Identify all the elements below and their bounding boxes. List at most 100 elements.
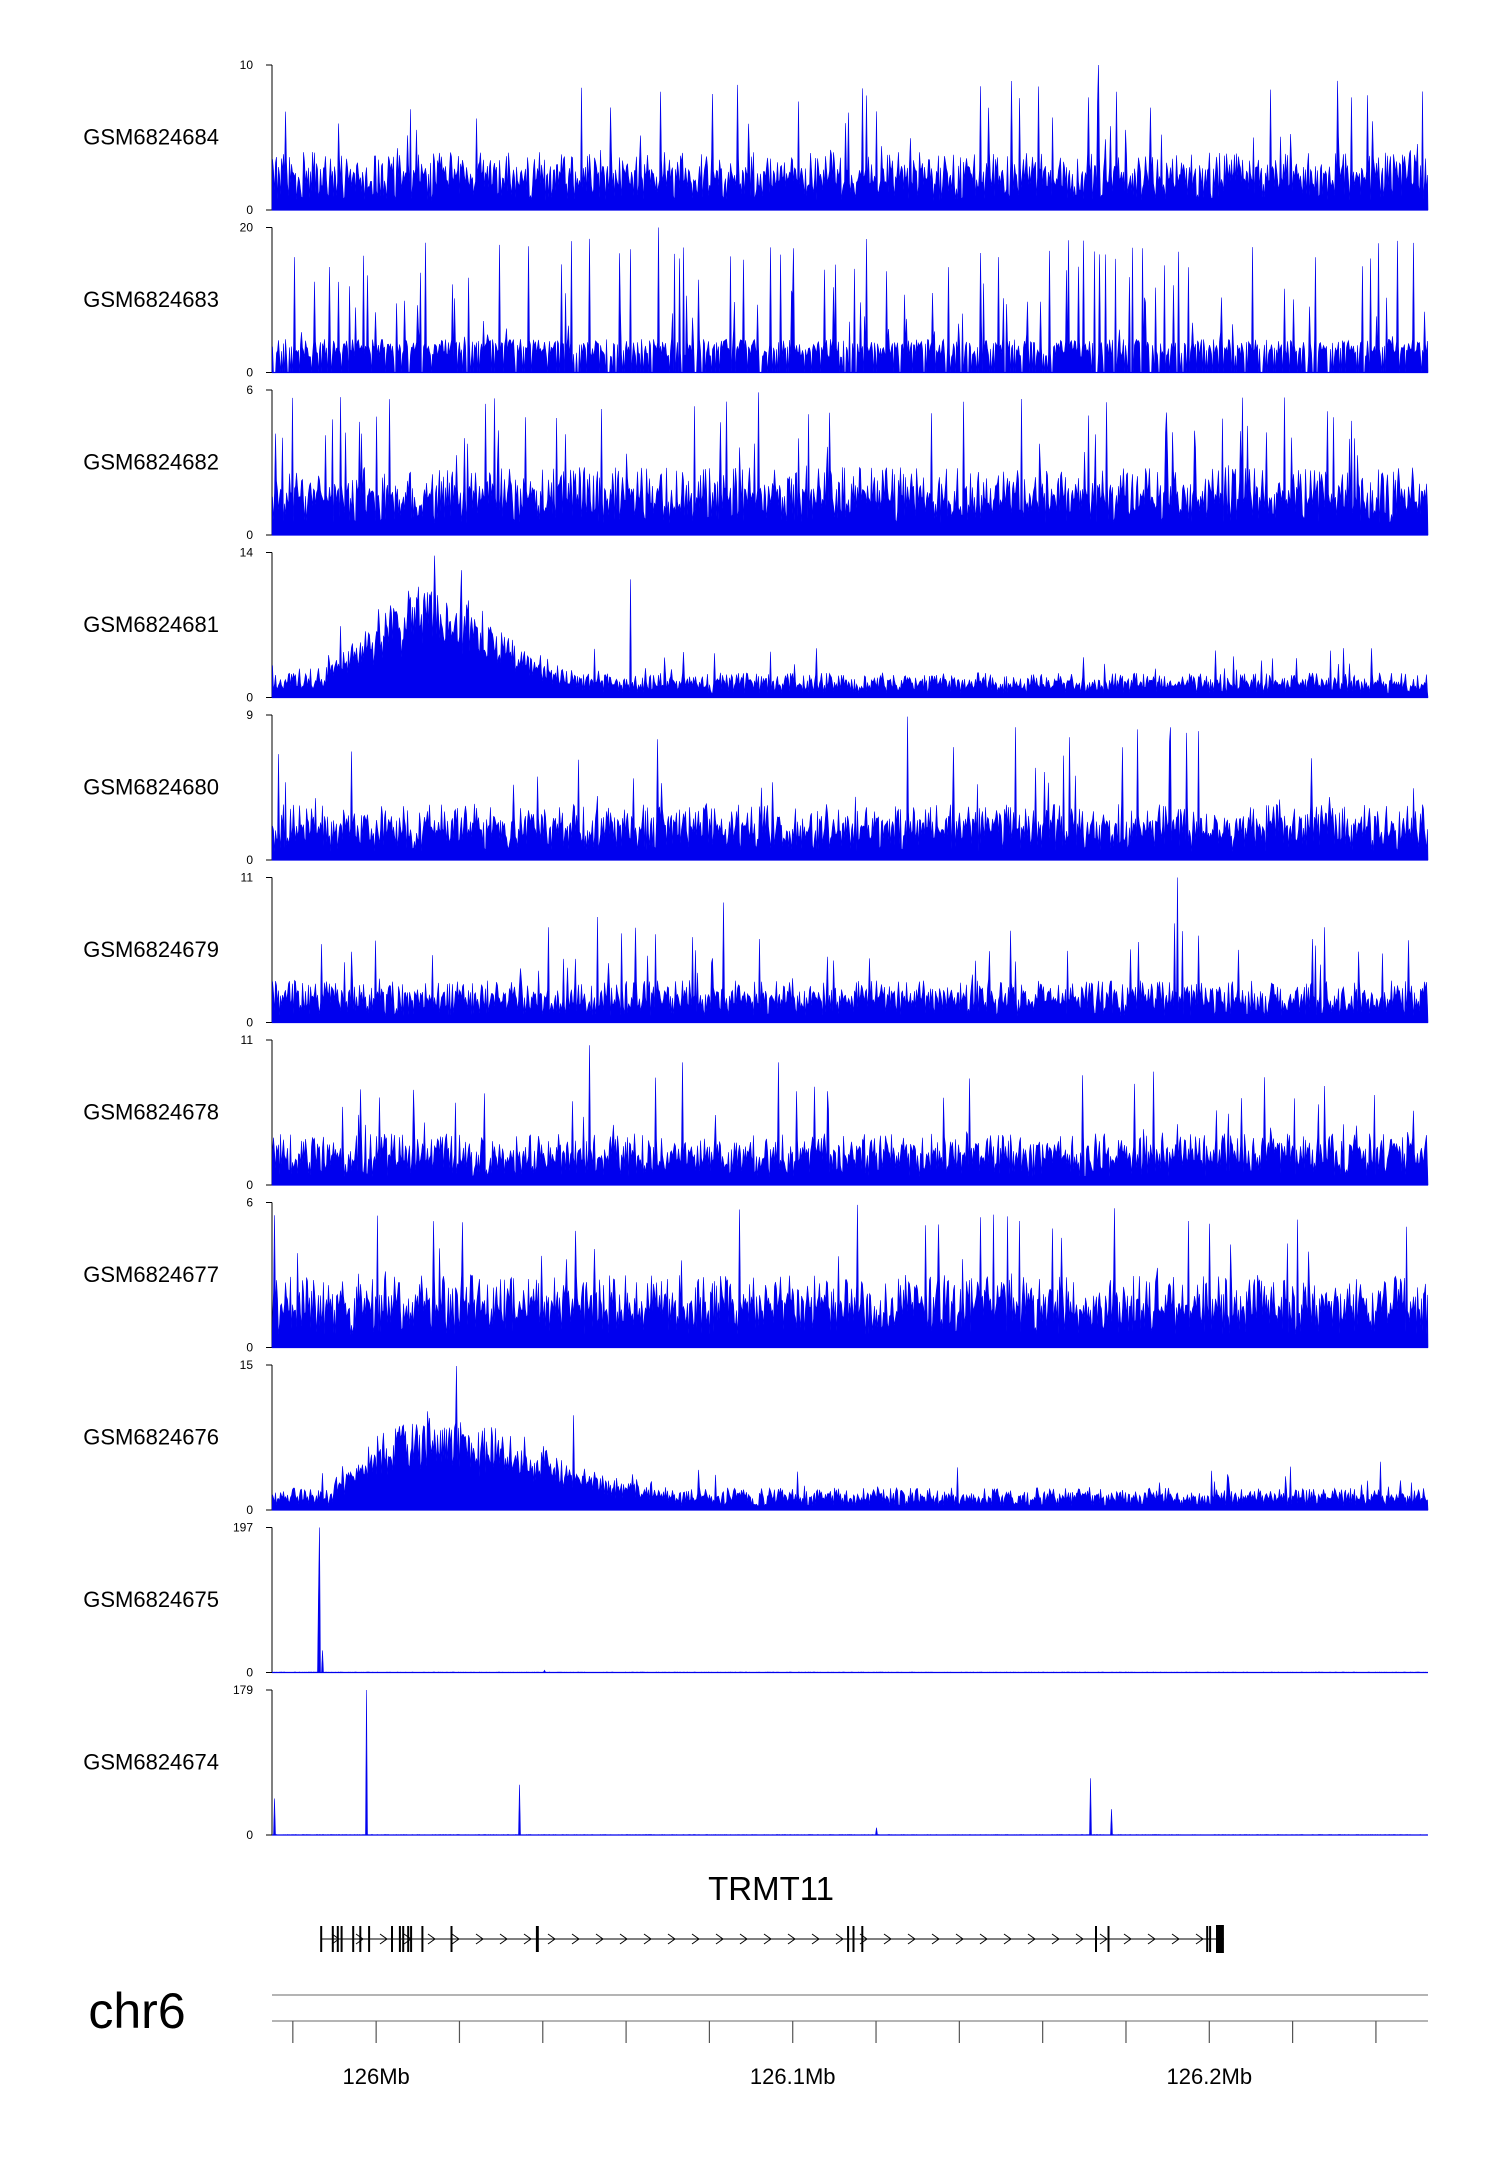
strand-arrow bbox=[1147, 1933, 1156, 1945]
track-GSM6824680: GSM6824680 9 0 bbox=[83, 708, 1429, 867]
x-tick-label: 126.1Mb bbox=[750, 2064, 836, 2089]
y-tick-label-max: 20 bbox=[240, 221, 254, 235]
exon bbox=[407, 1926, 410, 1952]
exon bbox=[359, 1926, 362, 1952]
strand-arrow bbox=[739, 1933, 748, 1945]
track-GSM6824682: GSM6824682 6 0 bbox=[83, 383, 1429, 542]
y-tick-label-min: 0 bbox=[246, 203, 253, 217]
strand-arrow bbox=[451, 1933, 460, 1945]
signal-area bbox=[271, 64, 1429, 211]
track-label: GSM6824679 bbox=[83, 937, 219, 962]
exon bbox=[861, 1926, 864, 1952]
track-GSM6824683: GSM6824683 20 0 bbox=[83, 221, 1429, 380]
strand-arrow bbox=[571, 1933, 580, 1945]
x-tick-label: 126.2Mb bbox=[1166, 2064, 1252, 2089]
strand-arrow bbox=[1123, 1933, 1132, 1945]
y-tick-label-min: 0 bbox=[246, 1503, 253, 1517]
strand-arrow bbox=[931, 1933, 940, 1945]
strand-arrow bbox=[379, 1933, 388, 1945]
y-tick-label-min: 0 bbox=[246, 1666, 253, 1680]
y-tick-label-max: 179 bbox=[233, 1683, 253, 1697]
strand-arrow bbox=[523, 1933, 532, 1945]
y-tick-label-max: 197 bbox=[233, 1521, 253, 1535]
y-tick-label-min: 0 bbox=[246, 1828, 253, 1842]
track-GSM6824677: GSM6824677 6 0 bbox=[83, 1196, 1429, 1355]
strand-arrow bbox=[427, 1933, 436, 1945]
track-GSM6824676: GSM6824676 15 0 bbox=[83, 1358, 1429, 1517]
strand-arrow bbox=[883, 1933, 892, 1945]
track-label: GSM6824681 bbox=[83, 612, 219, 637]
exon bbox=[1107, 1926, 1110, 1952]
exon bbox=[852, 1926, 855, 1952]
y-tick-label-max: 9 bbox=[246, 708, 253, 722]
exon bbox=[536, 1926, 539, 1952]
exon bbox=[1095, 1926, 1097, 1952]
signal-area bbox=[271, 1365, 1429, 1511]
track-label: GSM6824676 bbox=[83, 1425, 219, 1450]
exon bbox=[391, 1926, 393, 1952]
track-label: GSM6824674 bbox=[83, 1750, 219, 1775]
strand-arrow bbox=[355, 1933, 364, 1945]
exon bbox=[320, 1926, 323, 1952]
exon bbox=[847, 1926, 850, 1952]
strand-arrow bbox=[667, 1933, 676, 1945]
strand-arrow bbox=[979, 1933, 988, 1945]
exon bbox=[336, 1926, 339, 1952]
chromosome-label: chr6 bbox=[88, 1983, 185, 2039]
signal-area bbox=[271, 877, 1429, 1023]
strand-arrow bbox=[1171, 1933, 1180, 1945]
exon bbox=[402, 1926, 405, 1952]
exon-last bbox=[1216, 1925, 1224, 1953]
track-label: GSM6824680 bbox=[83, 775, 219, 800]
y-tick-label-max: 6 bbox=[246, 1196, 253, 1210]
strand-arrow bbox=[1051, 1933, 1060, 1945]
signal-area bbox=[271, 1689, 1428, 1836]
track-label: GSM6824675 bbox=[83, 1587, 219, 1612]
y-tick-label-min: 0 bbox=[246, 1341, 253, 1355]
strand-arrow bbox=[715, 1933, 724, 1945]
strand-arrow bbox=[763, 1933, 772, 1945]
track-label: GSM6824678 bbox=[83, 1100, 219, 1125]
signal-area bbox=[271, 716, 1429, 861]
exon bbox=[368, 1926, 371, 1952]
y-tick-label-min: 0 bbox=[246, 1178, 253, 1192]
y-tick-label-min: 0 bbox=[246, 853, 253, 867]
strand-arrow bbox=[475, 1933, 484, 1945]
y-tick-label-max: 14 bbox=[240, 546, 254, 560]
strand-arrow bbox=[547, 1933, 556, 1945]
exon bbox=[421, 1926, 424, 1952]
track-label: GSM6824683 bbox=[83, 287, 219, 312]
signal-tracks: GSM6824684100GSM6824683200GSM682468260GS… bbox=[83, 58, 1429, 1842]
y-tick-label-max: 11 bbox=[241, 871, 254, 885]
exon bbox=[1206, 1926, 1209, 1952]
exon bbox=[410, 1926, 413, 1952]
track-label: GSM6824682 bbox=[83, 450, 219, 475]
track-GSM6824679: GSM6824679 11 0 bbox=[83, 871, 1429, 1030]
exon bbox=[450, 1926, 453, 1952]
strand-arrow bbox=[1027, 1933, 1036, 1945]
x-tick-label: 126Mb bbox=[343, 2064, 410, 2089]
exon bbox=[331, 1926, 334, 1952]
y-tick-label-max: 15 bbox=[240, 1358, 254, 1372]
y-tick-label-min: 0 bbox=[246, 691, 253, 705]
strand-arrow bbox=[1099, 1933, 1108, 1945]
strand-arrow bbox=[1075, 1933, 1084, 1945]
track-label: GSM6824677 bbox=[83, 1262, 219, 1287]
signal-area bbox=[272, 1527, 1429, 1673]
strand-arrow bbox=[499, 1933, 508, 1945]
signal-area bbox=[271, 1045, 1429, 1186]
track-GSM6824678: GSM6824678 11 0 bbox=[83, 1033, 1429, 1192]
strand-arrow bbox=[835, 1933, 844, 1945]
track-label: GSM6824684 bbox=[83, 125, 219, 150]
y-tick-label-min: 0 bbox=[246, 1016, 253, 1030]
y-tick-label-max: 6 bbox=[246, 383, 253, 397]
exon bbox=[352, 1926, 355, 1952]
gene-annotation-track: TRMT11 bbox=[320, 1870, 1224, 1953]
y-tick-label-min: 0 bbox=[246, 528, 253, 542]
exon bbox=[398, 1926, 401, 1952]
strand-arrow bbox=[619, 1933, 628, 1945]
exon bbox=[1209, 1926, 1212, 1952]
track-GSM6824674: GSM6824674 179 0 bbox=[83, 1683, 1428, 1842]
strand-arrow bbox=[1195, 1933, 1204, 1945]
